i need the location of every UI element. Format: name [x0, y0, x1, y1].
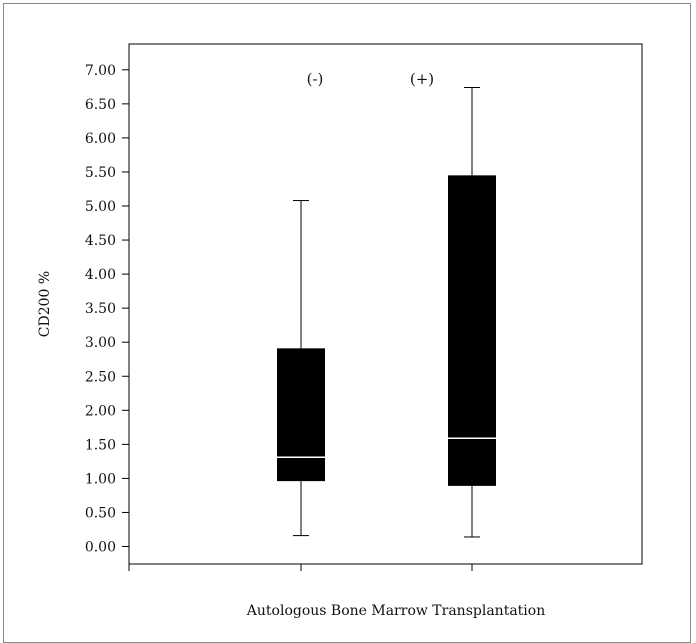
- x-axis-title: Autologous Bone Marrow Transplantation: [246, 603, 545, 619]
- iqr-box: [448, 175, 496, 486]
- y-tick-label: 4.50: [85, 233, 116, 249]
- box-series: [277, 87, 496, 538]
- plot-area: [128, 43, 643, 565]
- y-tick-label: 5.00: [85, 199, 116, 215]
- y-tick-label: 0.50: [85, 505, 116, 521]
- box-group: [448, 87, 496, 538]
- boxplot-chart: 0.00 0.50 1.00 1.50 2.00 2.50 3.00 3.50 4.00 4.50…: [37, 43, 643, 619]
- y-tick-label: 2.00: [85, 403, 116, 419]
- y-tick-label: 6.00: [85, 131, 116, 147]
- group-label: (+): [410, 70, 434, 88]
- plot-border: [128, 43, 643, 565]
- x-axis: [128, 563, 642, 571]
- y-tick-label: 1.50: [85, 437, 116, 453]
- y-axis-title: CD200 %: [37, 271, 53, 337]
- iqr-box: [277, 348, 325, 482]
- y-tick-label: 3.50: [85, 301, 116, 317]
- y-tick-label: 7.00: [85, 63, 116, 79]
- y-tick-label: 3.00: [85, 335, 116, 351]
- y-axis: 0.00 0.50 1.00 1.50 2.00 2.50 3.00 3.50 4.00 4.50…: [85, 44, 130, 564]
- y-tick-label: 4.00: [85, 267, 116, 283]
- y-tick-label: 2.50: [85, 369, 116, 385]
- y-tick-label: 0.00: [85, 540, 116, 556]
- group-label: (-): [307, 70, 324, 88]
- y-tick-label: 6.50: [85, 97, 116, 113]
- y-tick-label: 1.00: [85, 471, 116, 487]
- box-group: [277, 200, 325, 537]
- y-tick-label: 5.50: [85, 165, 116, 181]
- chart-frame: 0.00 0.50 1.00 1.50 2.00 2.50 3.00 3.50 4.00 4.50…: [3, 3, 691, 643]
- group-labels: (-) (+): [307, 70, 435, 88]
